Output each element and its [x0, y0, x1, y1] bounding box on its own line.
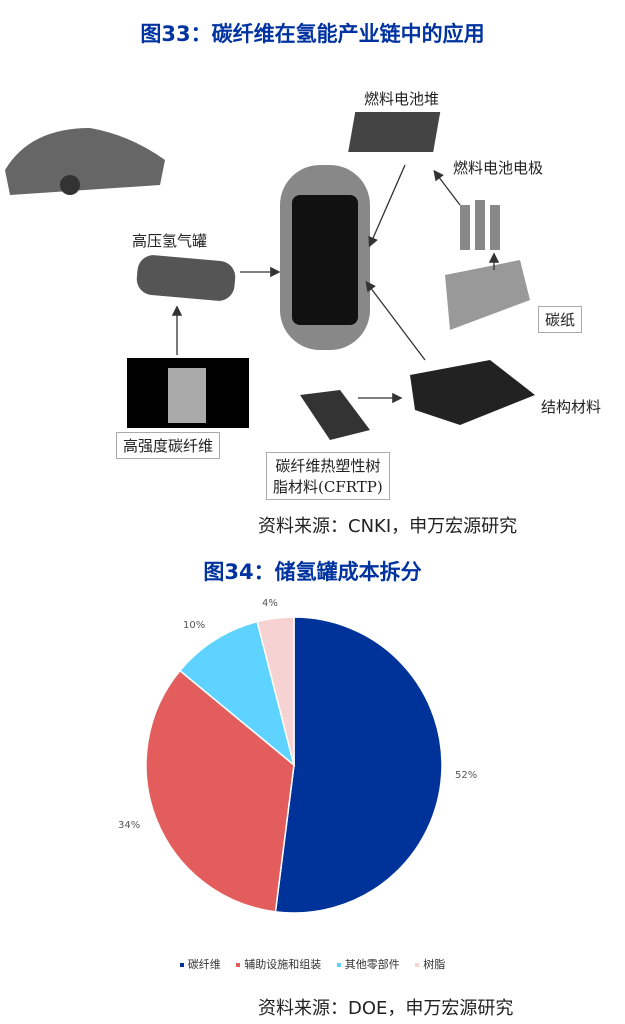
figure34-source: 资料来源：DOE，申万宏源研究: [258, 998, 514, 1019]
label-cfrtp: 碳纤维热塑性树 脂材料(CFRTP): [266, 452, 390, 500]
legend-label-3: 树脂: [423, 958, 446, 971]
legend-swatch-3: [415, 963, 420, 967]
label-electrode: 燃料电池电极: [453, 159, 544, 177]
figure33-source: 资料来源：CNKI，申万宏源研究: [258, 516, 518, 537]
pie-label-2: 10%: [183, 620, 206, 631]
legend-label-1: 辅助设施和组装: [244, 958, 322, 971]
legend-label-2: 其他零部件: [344, 958, 400, 971]
pie-slice-0: [274, 616, 443, 914]
label-tank: 高压氢气罐: [132, 232, 208, 250]
pie-legend: 碳纤维 辅助设施和组装 其他零部件 树脂: [0, 956, 625, 972]
legend-item-1: 辅助设施和组装: [236, 958, 321, 971]
legend-item-0: 碳纤维: [179, 958, 221, 971]
sheet-image: [300, 390, 370, 440]
figure33-title: 图33：碳纤维在氢能产业链中的应用: [140, 22, 485, 46]
pie-slice-3: [256, 616, 295, 766]
label-structure: 结构材料: [541, 398, 602, 416]
structure-image: [410, 360, 535, 425]
pie-label-1: 34%: [118, 820, 141, 831]
pie-slice-1: [145, 669, 295, 913]
legend-item-3: 树脂: [415, 958, 445, 971]
label-fiber: 高强度碳纤维: [116, 432, 221, 459]
pie-label-0: 52%: [455, 770, 478, 781]
stack-image: [348, 112, 441, 152]
electrode-image: [460, 200, 500, 250]
hydrogen-diagram: [5, 112, 535, 440]
pie-slice-2: [178, 620, 296, 768]
label-cfrtp-line2: 脂材料(CFRTP): [273, 478, 383, 496]
legend-label-0: 碳纤维: [187, 958, 221, 971]
label-cfrtp-line1: 碳纤维热塑性树: [275, 457, 381, 475]
legend-item-2: 其他零部件: [336, 958, 400, 971]
car-side-image: [5, 128, 165, 195]
paper-image: [445, 260, 530, 330]
legend-swatch-0: [179, 963, 184, 967]
car-top-image: [280, 165, 370, 350]
legend-swatch-1: [236, 963, 241, 967]
tank-image: [136, 255, 236, 301]
fiber-image: [127, 358, 249, 428]
label-paper: 碳纸: [538, 306, 583, 333]
figure34-title: 图34：储氢罐成本拆分: [203, 560, 422, 584]
legend-swatch-2: [336, 963, 341, 967]
pie-label-3: 4%: [262, 598, 278, 609]
label-stack: 燃料电池堆: [364, 90, 440, 108]
